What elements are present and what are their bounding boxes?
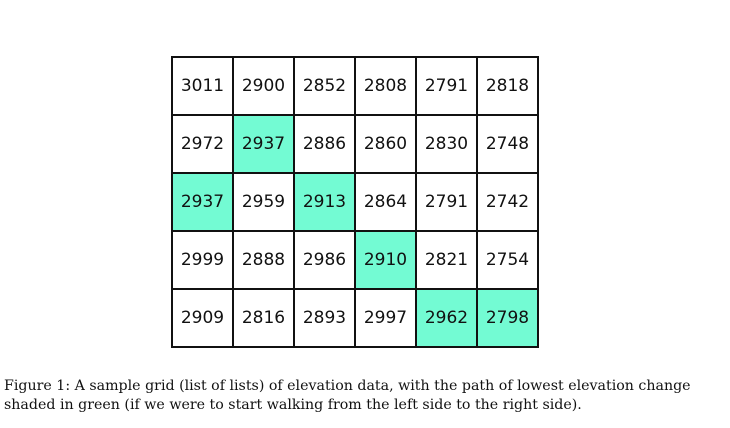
grid-cell: 2893	[293, 288, 356, 348]
grid-cell-path: 2913	[293, 172, 356, 232]
grid-row: 3011 2900 2852 2808 2791 2818	[171, 56, 539, 116]
grid-cell: 2821	[415, 230, 478, 290]
grid-cell: 2999	[171, 230, 234, 290]
grid-row: 2999 2888 2986 2910 2821 2754	[171, 230, 539, 290]
grid-cell-path: 2937	[232, 114, 295, 174]
grid-cell: 2860	[354, 114, 417, 174]
grid-cell: 2864	[354, 172, 417, 232]
grid-row: 2909 2816 2893 2997 2962 2798	[171, 288, 539, 348]
grid-cell: 2959	[232, 172, 295, 232]
grid-cell: 2808	[354, 56, 417, 116]
grid-cell: 2816	[232, 288, 295, 348]
grid-cell-path: 2910	[354, 230, 417, 290]
grid-row: 2937 2959 2913 2864 2791 2742	[171, 172, 539, 232]
grid-cell: 2909	[171, 288, 234, 348]
grid-cell: 2900	[232, 56, 295, 116]
grid-cell: 2830	[415, 114, 478, 174]
grid-cell: 2972	[171, 114, 234, 174]
grid-cell: 2888	[232, 230, 295, 290]
grid-cell: 2791	[415, 172, 478, 232]
grid-cell-path: 2937	[171, 172, 234, 232]
grid-cell: 2754	[476, 230, 539, 290]
grid-cell: 2791	[415, 56, 478, 116]
grid-cell: 2886	[293, 114, 356, 174]
grid-cell: 2986	[293, 230, 356, 290]
grid-cell: 2818	[476, 56, 539, 116]
grid-cell-path: 2798	[476, 288, 539, 348]
elevation-grid: 3011 2900 2852 2808 2791 2818 2972 2937 …	[171, 56, 539, 348]
grid-cell: 2852	[293, 56, 356, 116]
grid-cell: 3011	[171, 56, 234, 116]
grid-cell: 2742	[476, 172, 539, 232]
caption-line: Figure 1: A sample grid (list of lists) …	[4, 378, 691, 394]
grid-cell: 2997	[354, 288, 417, 348]
figure-caption: Figure 1: A sample grid (list of lists) …	[4, 377, 726, 415]
grid-cell-path: 2962	[415, 288, 478, 348]
caption-line: shaded in green (if we were to start wal…	[4, 397, 582, 413]
grid-row: 2972 2937 2886 2860 2830 2748	[171, 114, 539, 174]
grid-cell: 2748	[476, 114, 539, 174]
